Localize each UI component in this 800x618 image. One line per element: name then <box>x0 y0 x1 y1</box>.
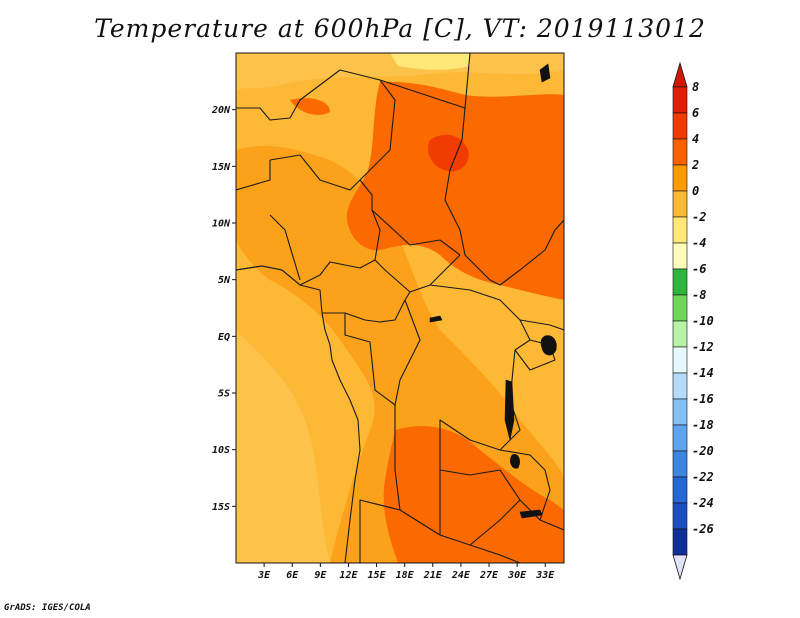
colorbar-label: 0 <box>692 184 699 198</box>
lon-tick-label: 3E <box>257 570 271 581</box>
colorbar-bin <box>672 86 688 114</box>
colorbar-label: -2 <box>692 210 706 224</box>
colorbar-bin <box>672 216 688 244</box>
colorbar-bin <box>672 476 688 504</box>
longitude-axis: 3E 6E 9E 12E 15E 18E 21E 24E 27E 30E 33E <box>257 563 555 581</box>
colorbar-label: 2 <box>691 158 699 172</box>
colorbar-bin <box>672 398 688 426</box>
map-title: Temperature at 600hPa [C], VT: 201911301… <box>94 14 706 43</box>
lat-tick-label: 10N <box>212 219 231 230</box>
colorbar-label: -12 <box>692 340 714 354</box>
country-borders <box>236 53 564 563</box>
colorbar-bin <box>672 372 688 400</box>
lon-tick-label: 30E <box>507 570 527 581</box>
field-hottest <box>427 134 469 172</box>
colorbar-bin <box>672 138 688 166</box>
temperature-field <box>236 53 564 563</box>
colorbar-bin <box>672 450 688 478</box>
colorbar-label: -10 <box>692 314 714 328</box>
map-frame <box>235 52 565 564</box>
lat-tick-label: 15S <box>212 502 230 513</box>
lon-tick-label: 24E <box>451 570 471 581</box>
colorbar-bin <box>672 242 688 270</box>
lat-tick-label: 5S <box>218 389 230 400</box>
colorbar-label: -26 <box>692 522 714 536</box>
lon-tick-label: 21E <box>423 570 443 581</box>
lat-tick-label: 15N <box>212 162 231 173</box>
lakes <box>429 63 557 519</box>
colorbar-bin <box>672 164 688 192</box>
lon-tick-label: 12E <box>339 570 358 581</box>
colorbar-bin <box>672 346 688 374</box>
lon-tick-label: 6E <box>286 570 299 581</box>
colorbar-label: -18 <box>692 418 714 432</box>
grads-credit: GrADS: IGES/COLA <box>4 603 91 613</box>
colorbar-bin <box>672 424 688 452</box>
lon-tick-label: 18E <box>396 570 415 581</box>
lat-tick-label: 5N <box>218 275 231 286</box>
colorbar-label: -6 <box>692 262 706 276</box>
lat-tick-label: EQ <box>218 332 230 343</box>
field-coastal-light <box>236 330 330 563</box>
lon-tick-label: 15E <box>368 570 387 581</box>
lon-tick-label: 9E <box>314 570 327 581</box>
colorbar-label: -22 <box>692 470 714 484</box>
field-hot-south <box>383 426 564 563</box>
colorbar-top-arrow <box>672 61 688 88</box>
colorbar-bin <box>672 528 688 556</box>
field-north-light <box>236 53 564 90</box>
colorbar-label: 6 <box>692 106 699 120</box>
lat-tick-label: 10S <box>212 445 230 456</box>
colorbar-bin <box>672 502 688 530</box>
colorbar-label: -20 <box>692 444 714 458</box>
field-hot-north <box>346 81 564 300</box>
colorbar-label: -8 <box>692 288 706 302</box>
colorbar-bin <box>672 112 688 140</box>
colorbar-bin <box>672 320 688 348</box>
colorbar-label: -24 <box>692 496 714 510</box>
colorbar-label: -16 <box>692 392 714 406</box>
colorbar-bin <box>672 294 688 322</box>
field-north-pale <box>390 53 470 70</box>
colorbar-label: -14 <box>692 366 714 380</box>
colorbar-bin <box>672 268 688 296</box>
colorbar-label: 4 <box>692 132 699 146</box>
lat-tick-label: 20N <box>211 105 231 116</box>
colorbar-label: 8 <box>692 80 699 94</box>
lon-tick-label: 27E <box>479 570 499 581</box>
lon-tick-label: 33E <box>535 570 555 581</box>
latitude-axis: 20N 15N 10N 5N EQ 5S 10S 15S <box>211 105 236 513</box>
field-hot-patch <box>290 98 330 115</box>
colorbar-bin <box>672 190 688 218</box>
colorbar-bottom-arrow <box>672 554 688 581</box>
colorbar-label: -4 <box>692 236 706 250</box>
colorbar: 8 6 4 2 0 -2 -4 -6 -8 -10 -12 -14 -16 -18 -20 -22 -24 -26 <box>672 61 714 581</box>
